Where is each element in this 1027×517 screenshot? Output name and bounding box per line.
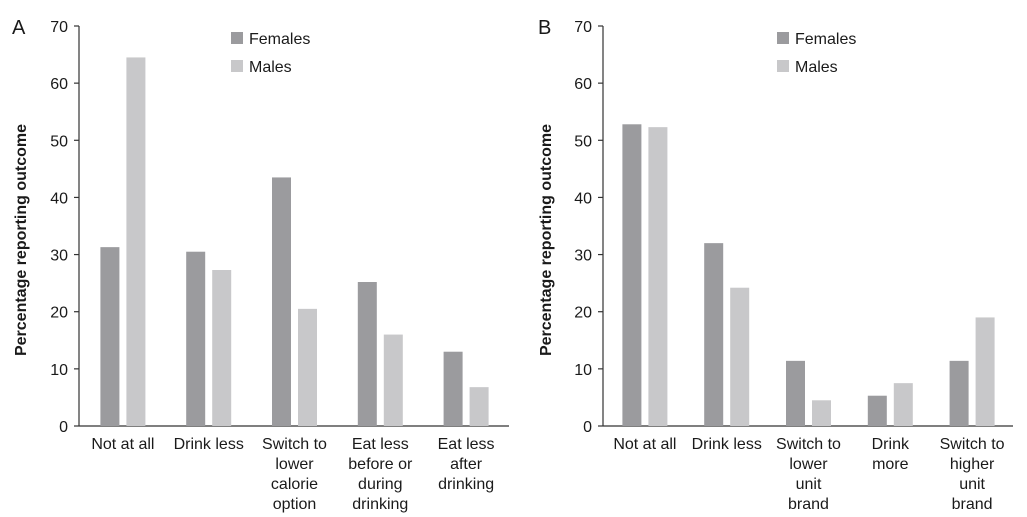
legend-label-females: Females <box>249 31 310 48</box>
bar-males-4 <box>383 334 403 426</box>
legend: Females Males <box>777 31 856 76</box>
y-tick-label: 70 <box>50 19 68 36</box>
legend-label-males: Males <box>795 59 838 76</box>
legend-label-females: Females <box>795 31 856 48</box>
chart-panel-a: A 0 10 20 30 40 50 60 70 Percentage reporting out… <box>12 17 509 513</box>
y-axis-label: Percentage reporting outcome <box>13 124 30 356</box>
x-category-label: Eat less before or during drinking <box>348 436 413 513</box>
y-tick-label: 20 <box>50 305 68 322</box>
x-category-label: Drink less <box>692 436 762 453</box>
y-tick-label: 30 <box>50 248 68 265</box>
x-category-label: Switch to lower unit brand <box>776 436 841 513</box>
bar-females-2 <box>704 243 724 426</box>
y-tick-label: 70 <box>574 19 592 36</box>
x-category-label: Drink less <box>174 436 244 453</box>
x-category-label: Not at all <box>613 436 676 453</box>
bar-males-2 <box>730 287 750 426</box>
bar-females-5 <box>949 360 969 426</box>
bar-males-2 <box>212 270 232 426</box>
legend-label-males: Males <box>249 59 292 76</box>
panel-label: B <box>538 17 551 39</box>
y-tick-label: 10 <box>50 362 68 379</box>
bar-females-3 <box>272 177 291 426</box>
bar-males-5 <box>975 317 995 426</box>
y-tick-label: 60 <box>574 76 592 93</box>
y-tick-label: 50 <box>574 133 592 150</box>
y-tick-label: 50 <box>50 133 68 150</box>
bar-females-1 <box>622 124 642 427</box>
y-tick-label: 60 <box>50 76 68 93</box>
y-tick-label: 20 <box>574 305 592 322</box>
legend: Females Males <box>231 31 310 76</box>
bar-females-4 <box>357 282 377 426</box>
bar-females-4 <box>867 395 887 426</box>
bar-females-1 <box>100 247 120 426</box>
bar-males-5 <box>469 387 489 426</box>
x-category-label: Switch to higher unit brand <box>940 436 1005 513</box>
chart-panel-b: B 0 10 20 30 40 50 60 70 Percentage reporting out… <box>538 17 1013 513</box>
bar-males-3 <box>812 400 831 426</box>
y-tick-label: 40 <box>50 190 68 207</box>
y-axis-label: Percentage reporting outcome <box>538 124 555 356</box>
bar-females-3 <box>786 360 805 426</box>
y-tick-label: 0 <box>583 419 592 436</box>
bar-males-1 <box>126 57 146 427</box>
bar-males-4 <box>893 383 913 426</box>
x-category-label: Eat less after drinking <box>438 436 495 493</box>
bar-males-3 <box>298 308 317 426</box>
y-tick-label: 30 <box>574 248 592 265</box>
y-tick-label: 40 <box>574 190 592 207</box>
legend-swatch-females <box>231 32 243 44</box>
x-category-label: Switch to lower calorie option <box>262 436 327 513</box>
bar-males-1 <box>648 127 668 427</box>
legend-swatch-males <box>777 60 789 72</box>
legend-swatch-males <box>231 60 243 72</box>
bar-females-2 <box>186 251 206 426</box>
y-tick-label: 0 <box>59 419 68 436</box>
y-tick-label: 10 <box>574 362 592 379</box>
bar-females-5 <box>443 351 463 426</box>
panel-label: A <box>12 17 26 39</box>
x-category-label: Not at all <box>91 436 154 453</box>
legend-swatch-females <box>777 32 789 44</box>
x-category-label: Drink more <box>872 436 910 473</box>
